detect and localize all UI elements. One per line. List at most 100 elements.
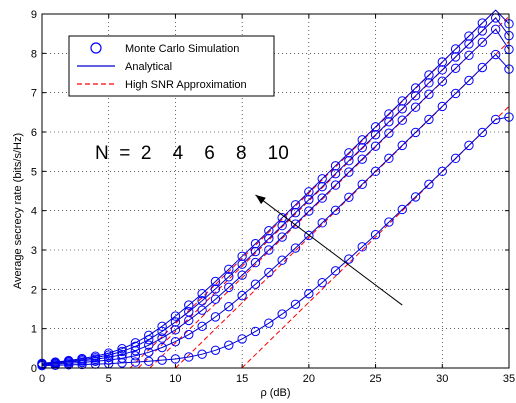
mc-marker-n2 <box>437 166 447 177</box>
mc-marker-n8 <box>330 168 341 179</box>
x-axis-label: ρ (dB) <box>260 387 290 399</box>
mc-marker-n2 <box>450 153 461 164</box>
increasing-n-arrow <box>255 194 403 306</box>
mc-marker-n2 <box>317 277 327 288</box>
y-tick-label: 3 <box>31 245 37 257</box>
mc-marker-n10 <box>130 338 141 348</box>
y-tick-label: 4 <box>31 206 37 218</box>
mc-marker-n10 <box>184 300 194 310</box>
mc-marker-n6 <box>104 352 114 363</box>
mc-marker-n6 <box>144 340 154 350</box>
mc-marker-n6 <box>304 206 314 216</box>
mc-marker-n10 <box>63 355 74 366</box>
legend: Monte Carlo Simulation Analytical High S… <box>68 35 275 97</box>
mc-marker-n2 <box>357 242 367 252</box>
high-snr-line-n2 <box>241 105 510 369</box>
x-tick-label: 35 <box>503 373 515 385</box>
mc-marker-n8 <box>224 272 234 282</box>
mc-marker-n8 <box>237 259 247 269</box>
mc-marker-n10 <box>330 161 341 171</box>
y-tick-label: 2 <box>31 284 37 296</box>
mc-marker-n2 <box>250 326 261 337</box>
mc-marker-n2 <box>344 254 354 264</box>
mc-marker-n6 <box>397 115 407 125</box>
mc-marker-n10 <box>344 148 354 158</box>
legend-circle-marker-icon <box>90 42 102 54</box>
mc-marker-n8 <box>277 220 287 231</box>
mc-marker-n4 <box>237 290 247 301</box>
mc-marker-n8 <box>344 156 354 166</box>
mc-marker-n2 <box>424 179 434 190</box>
mc-marker-n10 <box>50 357 61 367</box>
mc-marker-n6 <box>450 63 461 73</box>
mc-marker-n10 <box>210 276 221 287</box>
mc-marker-n10 <box>450 44 461 54</box>
mc-marker-n2 <box>384 217 394 227</box>
x-tick-labels: 0 5 10 15 20 25 30 35 <box>39 373 515 385</box>
mc-marker-n8 <box>477 26 488 36</box>
monte-carlo-markers <box>37 13 514 371</box>
mc-marker-n2 <box>290 299 301 309</box>
x-tick-label: 10 <box>169 373 181 385</box>
mc-marker-n10 <box>290 200 301 210</box>
mc-marker-n8 <box>130 341 141 352</box>
mc-marker-n6 <box>464 50 474 60</box>
mc-marker-n10 <box>370 122 381 132</box>
mc-marker-n4 <box>104 355 114 365</box>
mc-marker-n6 <box>264 245 274 255</box>
mc-marker-n6 <box>130 345 141 356</box>
mc-marker-n10 <box>410 83 421 93</box>
mc-marker-n4 <box>210 312 221 322</box>
y-tick-label: 1 <box>31 324 37 336</box>
mc-marker-n2 <box>197 349 207 359</box>
mc-marker-n4 <box>277 255 287 265</box>
mc-marker-n2 <box>157 355 167 365</box>
mc-marker-n6 <box>117 349 127 360</box>
legend-analytical-label: Analytical <box>125 61 172 73</box>
n-values-annotation: N = 2 4 6 8 10 <box>95 143 289 164</box>
mc-marker-n8 <box>184 307 194 317</box>
mc-marker-n4 <box>477 62 488 73</box>
mc-marker-n10 <box>237 251 247 261</box>
mc-marker-n6 <box>170 325 181 335</box>
mc-marker-n4 <box>130 351 141 361</box>
mc-marker-n2 <box>210 345 221 355</box>
mc-marker-n4 <box>144 347 154 357</box>
x-tick-label: 25 <box>369 373 381 385</box>
mc-marker-n4 <box>197 321 207 332</box>
mc-marker-n2 <box>184 352 194 362</box>
x-tick-label: 5 <box>106 373 112 385</box>
mc-marker-n10 <box>197 288 207 299</box>
mc-marker-n10 <box>144 330 154 341</box>
mc-marker-n10 <box>464 31 474 41</box>
mc-marker-n4 <box>344 192 354 202</box>
mc-marker-n10 <box>250 239 261 249</box>
mc-marker-n8 <box>197 296 207 306</box>
mc-marker-n8 <box>290 207 301 218</box>
mc-marker-n6 <box>410 102 421 112</box>
mc-marker-n6 <box>197 305 207 315</box>
mc-marker-n8 <box>144 334 154 345</box>
mc-marker-n4 <box>170 336 181 347</box>
mc-marker-n8 <box>384 117 394 127</box>
mc-marker-n10 <box>424 70 434 80</box>
y-tick-label: 8 <box>31 48 37 60</box>
mc-marker-n10 <box>224 264 234 274</box>
mc-marker-n8 <box>157 326 167 337</box>
mc-marker-n2 <box>170 354 181 364</box>
mc-marker-n4 <box>450 88 461 99</box>
y-tick-label: 7 <box>31 88 37 100</box>
mc-marker-n8 <box>450 52 461 62</box>
mc-marker-n2 <box>237 334 247 344</box>
mc-marker-n8 <box>117 346 127 357</box>
mc-marker-n6 <box>210 294 221 304</box>
mc-marker-n2 <box>130 357 141 367</box>
mc-marker-n8 <box>437 65 447 75</box>
mc-marker-n6 <box>317 193 327 203</box>
mc-marker-n6 <box>357 154 367 164</box>
mc-marker-n6 <box>290 219 301 229</box>
mc-marker-n2 <box>144 356 154 367</box>
mc-marker-n2 <box>224 340 234 350</box>
mc-marker-n8 <box>264 233 274 244</box>
